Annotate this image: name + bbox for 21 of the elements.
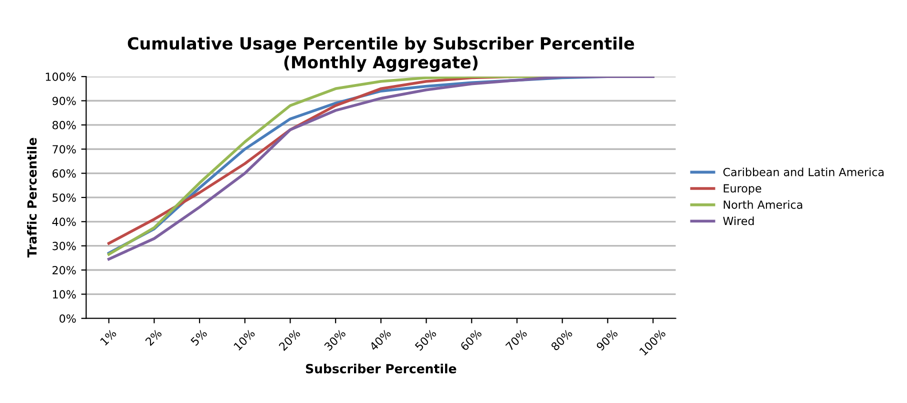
y-tick-label: 0% (60, 314, 76, 323)
y-tick-label: 60% (52, 169, 76, 178)
y-tick-label: 50% (52, 193, 76, 202)
y-tick-label: 10% (52, 290, 76, 299)
legend-label: North America (724, 200, 802, 209)
legend-label: Caribbean and Latin America (723, 168, 884, 176)
legend-label: Wired (723, 216, 754, 226)
chart-title: Cumulative Usage Percentile by Subscriber Percentile (Monthly Aggregate) (128, 36, 634, 72)
y-tick-label: 70% (52, 145, 76, 154)
y-tick-label: 90% (52, 96, 76, 106)
y-tick-label: 80% (52, 120, 76, 130)
y-axis-title: Traffic Percentile (27, 138, 37, 258)
x-tick-label: 5% (190, 328, 208, 346)
legend-label: Europe (724, 184, 762, 195)
y-tick-label: 100% (46, 72, 76, 81)
y-tick-label: 40% (52, 218, 76, 226)
x-tick-label: 1% (100, 328, 117, 346)
y-tick-label: 20% (52, 266, 76, 274)
y-tick-label: 30% (52, 242, 76, 250)
x-tick-label: 2% (144, 328, 162, 346)
x-axis-title: Subscriber Percentile (306, 364, 456, 374)
